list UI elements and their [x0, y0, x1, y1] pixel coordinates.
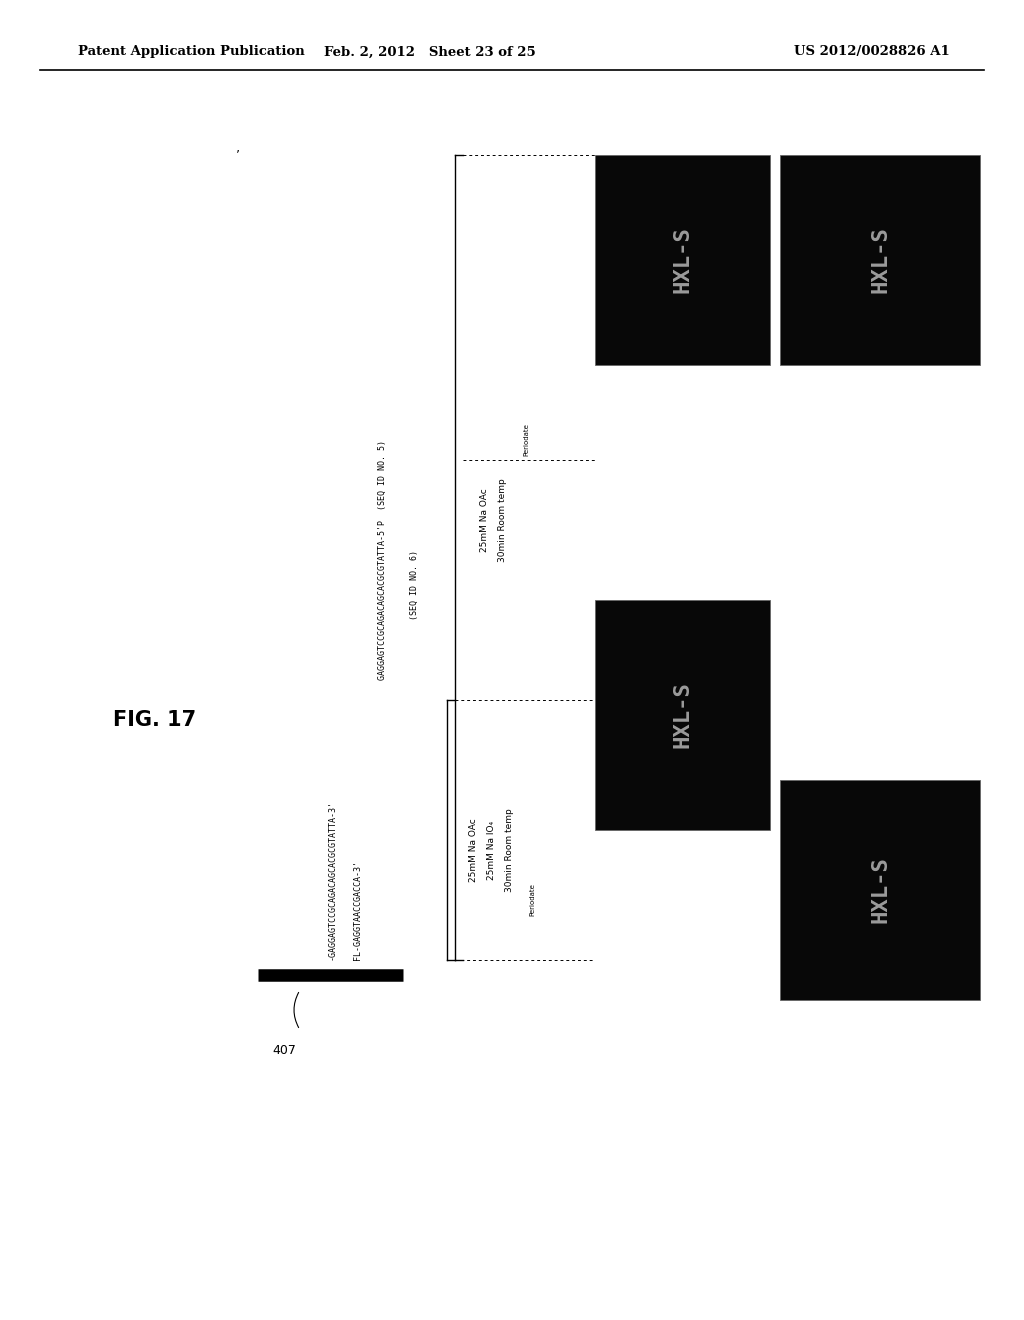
Text: GAGGAGTCCGCAGACAGCACGCGTATTA-5'P  (SEQ ID NO. 5): GAGGAGTCCGCAGACAGCACGCGTATTA-5'P (SEQ ID… — [378, 440, 387, 680]
Text: Feb. 2, 2012   Sheet 23 of 25: Feb. 2, 2012 Sheet 23 of 25 — [325, 45, 536, 58]
Bar — [595, 601, 770, 830]
Text: Periodate: Periodate — [523, 424, 529, 457]
Text: Patent Application Publication: Patent Application Publication — [78, 45, 305, 58]
Bar — [780, 154, 980, 366]
Text: -GAGGAGTCCGCAGACAGCACGCGTATTA-3': -GAGGAGTCCGCAGACAGCACGCGTATTA-3' — [328, 800, 337, 960]
Text: FL-GAGGTAACCGACCA-3': FL-GAGGTAACCGACCA-3' — [353, 861, 362, 960]
Text: HXL-S: HXL-S — [870, 857, 890, 924]
Text: 25mM Na IO₄: 25mM Na IO₄ — [487, 821, 496, 879]
Text: 30min Room temp: 30min Room temp — [498, 478, 507, 562]
Bar — [780, 780, 980, 1001]
Bar — [595, 154, 770, 366]
Text: (SEQ ID NO. 6): (SEQ ID NO. 6) — [410, 550, 419, 620]
Text: Periodate: Periodate — [529, 883, 535, 916]
Text: 25mM Na OAc: 25mM Na OAc — [480, 488, 489, 552]
Text: FIG. 17: FIG. 17 — [113, 710, 197, 730]
Text: HXL-S: HXL-S — [870, 227, 890, 293]
Text: 30min Room temp: 30min Room temp — [505, 808, 514, 892]
Text: 25mM Na OAc: 25mM Na OAc — [469, 818, 478, 882]
Text: 407: 407 — [272, 1044, 296, 1056]
Text: US 2012/0028826 A1: US 2012/0028826 A1 — [795, 45, 950, 58]
Text: HXL-S: HXL-S — [673, 227, 692, 293]
Text: ’: ’ — [236, 149, 240, 161]
Text: HXL-S: HXL-S — [673, 681, 692, 748]
